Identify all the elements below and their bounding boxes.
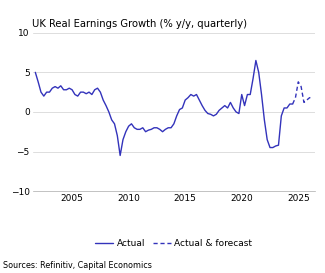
Actual & forecast [308,96,312,99]
Actual [226,106,229,109]
Actual [240,93,244,96]
Actual & forecast [293,96,297,99]
Actual & forecast [291,102,294,106]
Actual [254,59,258,62]
Actual [189,93,193,96]
Actual [237,112,241,115]
Actual [118,154,122,157]
Actual [33,71,37,74]
Actual [242,104,246,107]
Actual & forecast [291,102,294,106]
Actual & forecast [302,101,306,104]
Text: Sources: Refinitiv, Capital Economics: Sources: Refinitiv, Capital Economics [3,261,152,270]
Text: UK Real Earnings Growth (% y/y, quarterly): UK Real Earnings Growth (% y/y, quarterl… [32,19,248,29]
Actual & forecast [296,80,300,84]
Legend: Actual, Actual & forecast: Actual, Actual & forecast [92,235,256,251]
Actual [291,102,294,106]
Actual & forecast [305,99,309,102]
Line: Actual: Actual [35,60,292,156]
Line: Actual & forecast: Actual & forecast [292,82,312,104]
Actual & forecast [310,96,314,99]
Actual & forecast [299,85,303,88]
Actual [251,77,255,80]
